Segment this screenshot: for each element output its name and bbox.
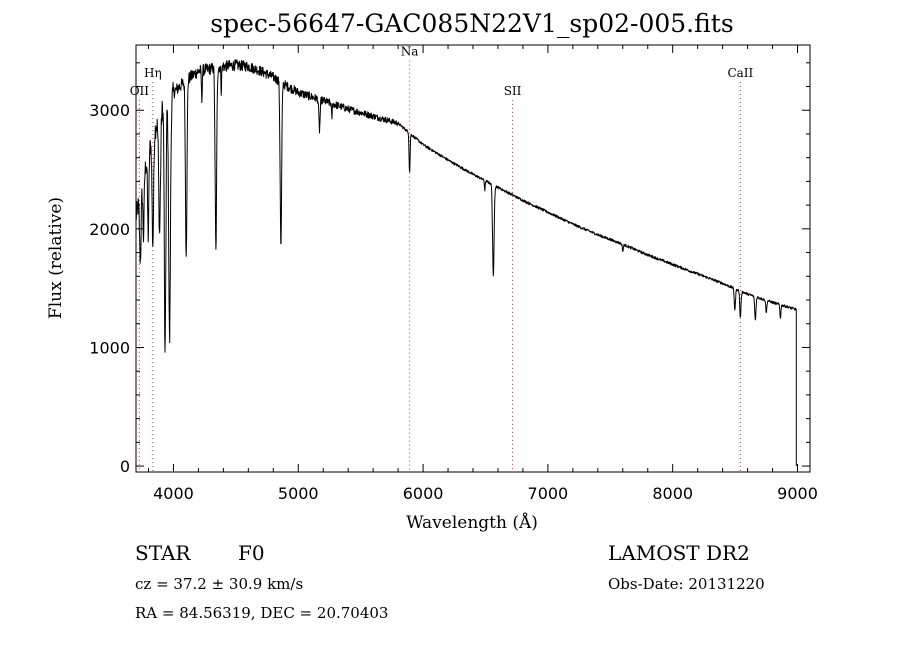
chart-title: spec-56647-GAC085N22V1_sp02-005.fits: [210, 9, 733, 38]
x-axis-label: Wavelength (Å): [406, 512, 538, 533]
y-tick-label: 0: [120, 457, 130, 476]
x-tick-label: 5000: [278, 484, 319, 503]
plot-frame: [135, 44, 811, 473]
spectrum-line: [135, 59, 797, 467]
y-axis-label: Flux (relative): [46, 197, 66, 319]
axis-ticks: 4000 5000 6000 7000 8000 9000 0 1000 2000 3000: [89, 45, 818, 503]
x-tick-label: 9000: [777, 484, 818, 503]
object-class: STAR: [135, 541, 191, 565]
line-marker-label: CaII: [727, 66, 753, 80]
x-tick-label: 4000: [153, 484, 194, 503]
line-marker-label: OII: [130, 84, 150, 98]
y-tick-label: 3000: [89, 101, 130, 120]
y-tick-label: 1000: [89, 338, 130, 357]
line-marker-label: Hη: [144, 66, 162, 80]
redshift-value: cz = 37.2 ± 30.9 km/s: [135, 575, 304, 593]
x-tick-label: 7000: [528, 484, 569, 503]
line-marker-label: Na: [401, 45, 419, 59]
survey-name: LAMOST DR2: [608, 541, 750, 565]
y-tick-label: 2000: [89, 220, 130, 239]
observation-date: Obs-Date: 20131220: [608, 575, 765, 593]
x-tick-label: 6000: [403, 484, 444, 503]
spectral-subclass: F0: [238, 541, 265, 565]
x-tick-label: 8000: [652, 484, 693, 503]
line-marker-layer: OII Hη Na SII CaII: [130, 45, 754, 472]
line-marker-label: SII: [504, 84, 522, 98]
coordinates: RA = 84.56319, DEC = 20.70403: [135, 604, 389, 622]
